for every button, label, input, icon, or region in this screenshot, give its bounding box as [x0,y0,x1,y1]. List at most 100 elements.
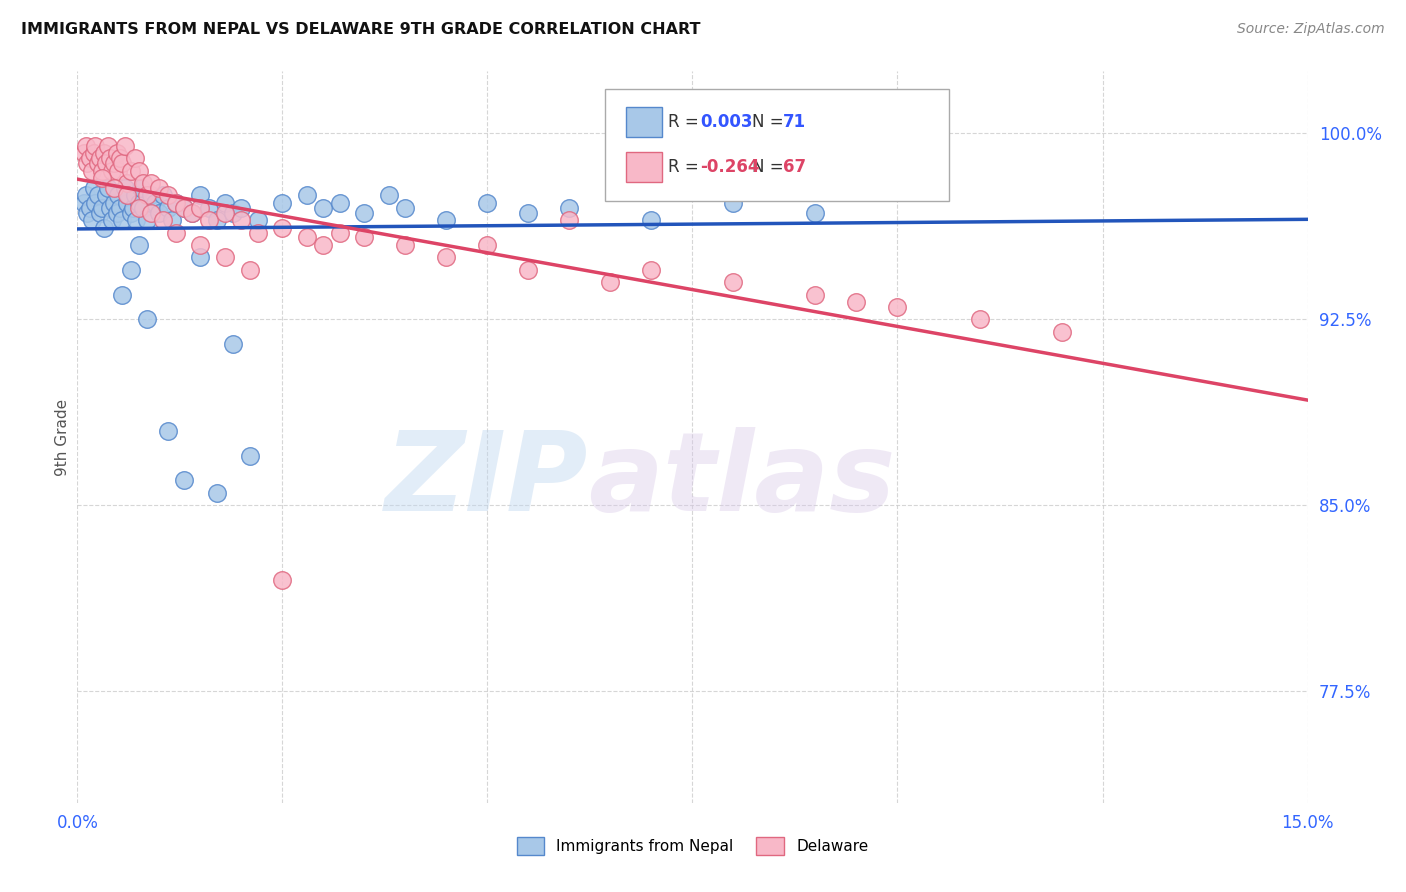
Point [90,201,114,215]
Point [329,195,352,210]
Point [141,188,163,202]
Point [141,176,163,190]
Point [214,205,236,219]
Point [394,201,416,215]
Text: -0.264: -0.264 [700,158,759,176]
Point [152,213,174,227]
Point [128,201,150,215]
Point [103,156,125,170]
Point [173,201,195,215]
Point [90,171,114,186]
Point [197,201,219,215]
Text: ZIP: ZIP [384,427,588,534]
Text: 67: 67 [783,158,806,176]
Point [105,205,128,219]
Point [93,146,115,161]
Point [156,188,179,202]
Point [517,262,540,277]
Point [120,205,142,219]
Point [205,486,228,500]
Point [76,205,98,219]
Legend: Immigrants from Nepal, Delaware: Immigrants from Nepal, Delaware [510,831,875,861]
Point [312,201,335,215]
Text: IMMIGRANTS FROM NEPAL VS DELAWARE 9TH GRADE CORRELATION CHART: IMMIGRANTS FROM NEPAL VS DELAWARE 9TH GR… [21,22,700,37]
Point [640,262,662,277]
Point [378,188,401,202]
Point [98,151,121,165]
Point [73,195,96,210]
Point [141,205,163,219]
Point [108,201,131,215]
Point [111,156,134,170]
Point [94,188,117,202]
Point [640,213,662,227]
Point [477,238,499,252]
Point [271,195,294,210]
Point [114,181,136,195]
Point [105,146,128,161]
Point [90,163,114,178]
Text: 0.003: 0.003 [700,113,752,131]
Point [89,205,111,219]
Point [329,226,352,240]
Point [89,151,111,165]
Point [165,195,187,210]
Point [79,151,101,165]
Y-axis label: 9th Grade: 9th Grade [55,399,70,475]
Point [295,230,318,244]
Point [111,287,134,301]
Point [353,230,375,244]
Point [214,250,236,264]
Point [136,213,159,227]
Point [82,213,104,227]
Point [84,195,107,210]
Point [558,213,581,227]
Point [295,188,318,202]
Text: R =: R = [668,113,704,131]
Point [101,163,124,178]
Point [120,262,142,277]
Point [97,181,120,195]
Point [115,195,138,210]
Point [125,213,148,227]
Point [222,337,245,351]
Point [165,226,187,240]
Point [124,188,146,202]
Point [128,238,150,252]
Text: R =: R = [668,158,704,176]
Point [558,201,581,215]
Point [114,138,136,153]
Point [76,156,98,170]
Point [723,195,745,210]
Point [136,188,159,202]
Point [73,146,96,161]
Point [115,176,138,190]
Point [231,201,253,215]
Text: N =: N = [752,158,789,176]
Point [132,176,155,190]
Point [122,201,145,215]
Point [173,474,195,488]
Point [214,195,236,210]
Point [83,146,105,161]
Point [87,156,110,170]
Point [132,201,155,215]
Point [239,262,262,277]
Point [239,449,262,463]
Point [143,195,166,210]
Point [75,188,97,202]
Point [156,424,179,438]
Point [98,201,121,215]
Point [120,163,142,178]
Point [1050,325,1073,339]
Point [436,213,458,227]
Point [94,156,117,170]
Point [124,151,146,165]
Point [101,213,124,227]
Point [197,213,219,227]
Point [103,195,125,210]
Point [271,573,294,587]
Point [845,295,868,310]
Point [205,213,228,227]
Point [79,201,101,215]
